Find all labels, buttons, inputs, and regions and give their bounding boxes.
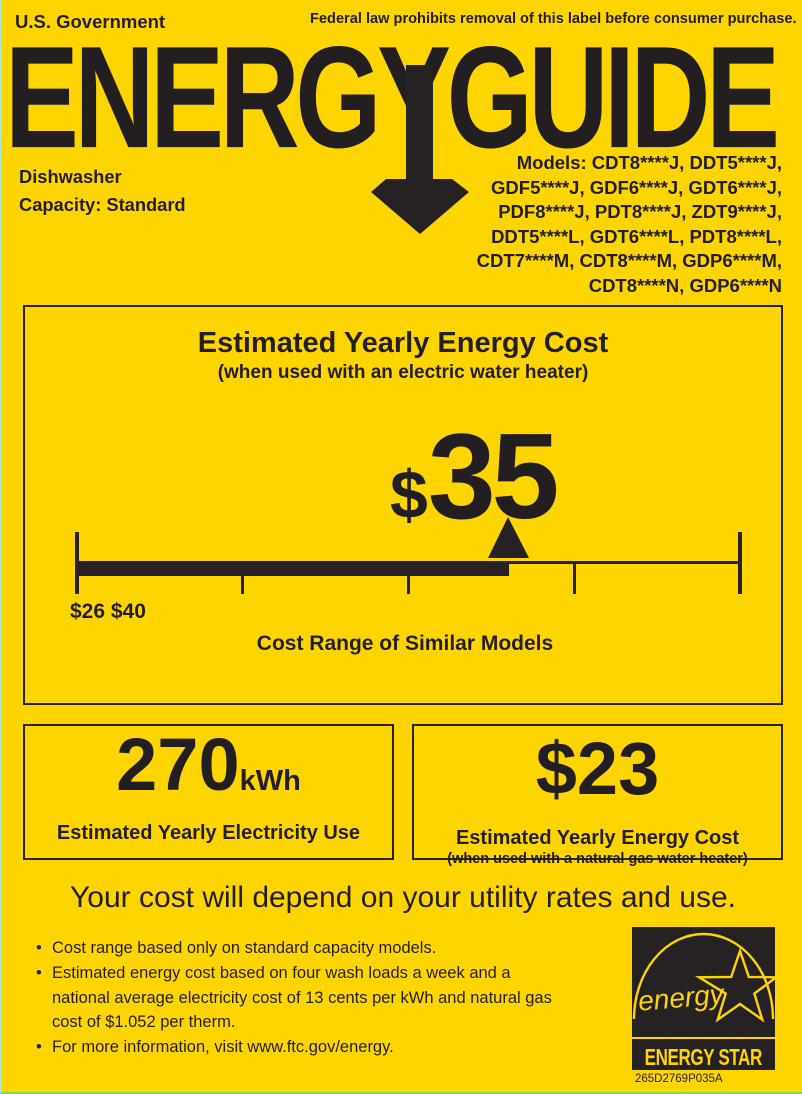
svg-text:energy: energy (637, 978, 727, 1017)
